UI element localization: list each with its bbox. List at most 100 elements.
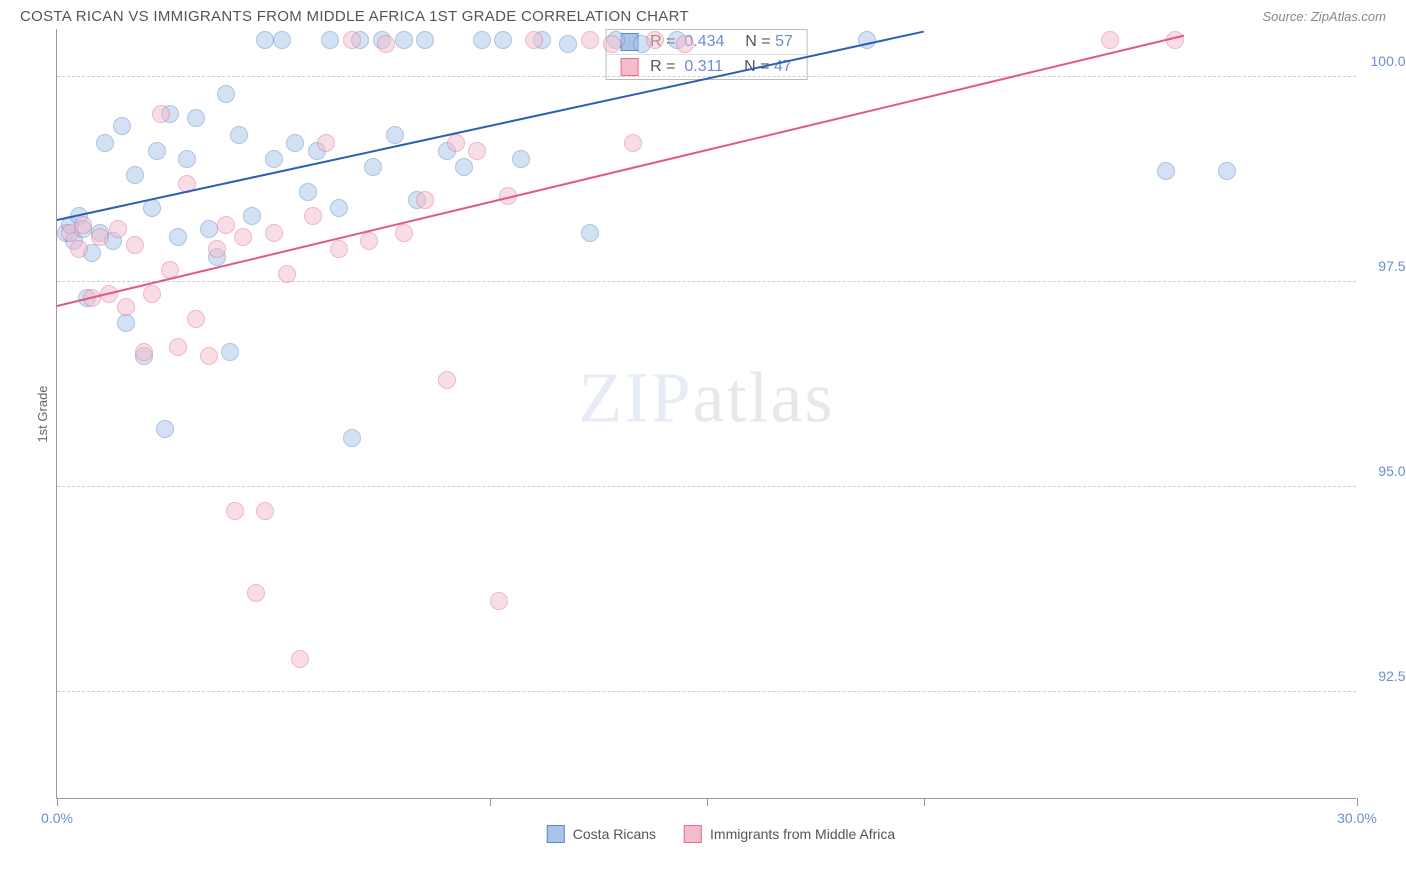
data-point bbox=[117, 298, 135, 316]
x-tick-label: 30.0% bbox=[1337, 810, 1377, 826]
source-attribution: Source: ZipAtlas.com bbox=[1262, 9, 1386, 24]
data-point bbox=[143, 285, 161, 303]
r-stat: R = 0.311 bbox=[650, 58, 723, 76]
data-point bbox=[321, 31, 339, 49]
legend-label: Immigrants from Middle Africa bbox=[710, 826, 895, 842]
data-point bbox=[187, 310, 205, 328]
data-point bbox=[126, 166, 144, 184]
data-point bbox=[265, 224, 283, 242]
x-tick bbox=[57, 798, 58, 806]
data-point bbox=[148, 142, 166, 160]
data-point bbox=[265, 150, 283, 168]
data-point bbox=[178, 150, 196, 168]
data-point bbox=[256, 502, 274, 520]
series-legend: Costa Ricans Immigrants from Middle Afric… bbox=[547, 825, 895, 843]
data-point bbox=[273, 31, 291, 49]
regression-line bbox=[57, 30, 924, 220]
data-point bbox=[91, 228, 109, 246]
data-point bbox=[152, 105, 170, 123]
data-point bbox=[343, 429, 361, 447]
data-point bbox=[291, 650, 309, 668]
data-point bbox=[230, 126, 248, 144]
data-point bbox=[243, 207, 261, 225]
data-point bbox=[226, 502, 244, 520]
data-point bbox=[317, 134, 335, 152]
data-point bbox=[208, 240, 226, 258]
data-point bbox=[624, 134, 642, 152]
chart-title: COSTA RICAN VS IMMIGRANTS FROM MIDDLE AF… bbox=[20, 8, 689, 25]
data-point bbox=[364, 158, 382, 176]
data-point bbox=[247, 584, 265, 602]
data-point bbox=[494, 31, 512, 49]
data-point bbox=[135, 343, 153, 361]
y-tick-label: 95.0% bbox=[1378, 463, 1406, 479]
data-point bbox=[330, 199, 348, 217]
data-point bbox=[416, 191, 434, 209]
data-point bbox=[304, 207, 322, 225]
data-point bbox=[200, 220, 218, 238]
data-point bbox=[299, 183, 317, 201]
data-point bbox=[416, 31, 434, 49]
scatter-plot: ZIPatlas R = 0.434 N = 57R = 0.311 N = 4… bbox=[56, 29, 1356, 799]
data-point bbox=[169, 338, 187, 356]
data-point bbox=[473, 31, 491, 49]
data-point bbox=[455, 158, 473, 176]
data-point bbox=[169, 228, 187, 246]
data-point bbox=[1218, 162, 1236, 180]
chart-area: 1st Grade ZIPatlas R = 0.434 N = 57R = 0… bbox=[56, 29, 1386, 799]
gridline bbox=[57, 486, 1356, 487]
data-point bbox=[143, 199, 161, 217]
data-point bbox=[156, 420, 174, 438]
data-point bbox=[109, 220, 127, 238]
data-point bbox=[447, 134, 465, 152]
legend-item: Immigrants from Middle Africa bbox=[684, 825, 895, 843]
x-tick bbox=[490, 798, 491, 806]
legend-label: Costa Ricans bbox=[573, 826, 656, 842]
data-point bbox=[395, 224, 413, 242]
y-tick-label: 92.5% bbox=[1378, 668, 1406, 684]
data-point bbox=[70, 240, 88, 258]
data-point bbox=[278, 265, 296, 283]
data-point bbox=[512, 150, 530, 168]
x-tick bbox=[1357, 798, 1358, 806]
data-point bbox=[217, 85, 235, 103]
data-point bbox=[234, 228, 252, 246]
data-point bbox=[1157, 162, 1175, 180]
gridline bbox=[57, 691, 1356, 692]
x-tick bbox=[924, 798, 925, 806]
data-point bbox=[581, 224, 599, 242]
data-point bbox=[74, 216, 92, 234]
watermark: ZIPatlas bbox=[579, 357, 835, 440]
legend-swatch bbox=[684, 825, 702, 843]
data-point bbox=[377, 35, 395, 53]
data-point bbox=[386, 126, 404, 144]
data-point bbox=[256, 31, 274, 49]
data-point bbox=[395, 31, 413, 49]
data-point bbox=[360, 232, 378, 250]
y-tick-label: 100.0% bbox=[1371, 53, 1406, 69]
data-point bbox=[117, 314, 135, 332]
gridline bbox=[57, 281, 1356, 282]
data-point bbox=[217, 216, 235, 234]
legend-item: Costa Ricans bbox=[547, 825, 656, 843]
data-point bbox=[490, 592, 508, 610]
data-point bbox=[525, 31, 543, 49]
legend-swatch bbox=[547, 825, 565, 843]
data-point bbox=[187, 109, 205, 127]
y-tick-label: 97.5% bbox=[1378, 258, 1406, 274]
data-point bbox=[676, 35, 694, 53]
data-point bbox=[581, 31, 599, 49]
data-point bbox=[1101, 31, 1119, 49]
data-point bbox=[126, 236, 144, 254]
data-point bbox=[96, 134, 114, 152]
x-tick-label: 0.0% bbox=[41, 810, 73, 826]
chart-header: COSTA RICAN VS IMMIGRANTS FROM MIDDLE AF… bbox=[0, 0, 1406, 29]
data-point bbox=[468, 142, 486, 160]
data-point bbox=[646, 31, 664, 49]
data-point bbox=[330, 240, 348, 258]
data-point bbox=[438, 371, 456, 389]
x-tick bbox=[707, 798, 708, 806]
data-point bbox=[343, 31, 361, 49]
data-point bbox=[603, 35, 621, 53]
data-point bbox=[559, 35, 577, 53]
